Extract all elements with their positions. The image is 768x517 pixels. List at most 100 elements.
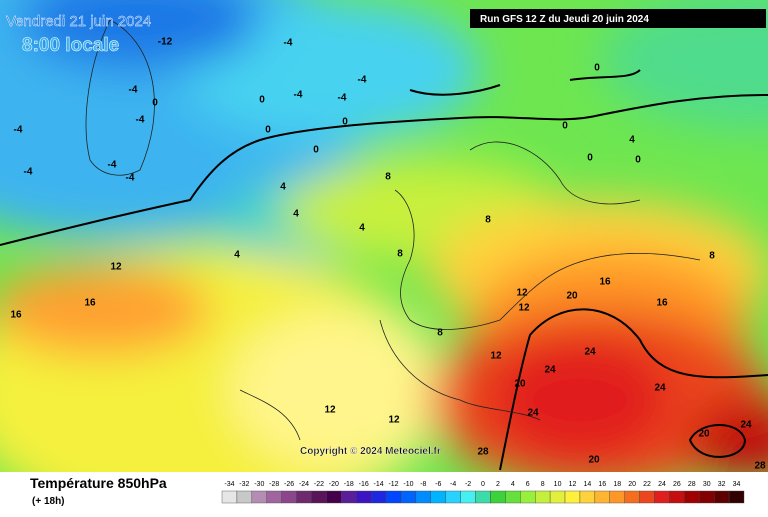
contour-label: 16 xyxy=(10,310,22,321)
scale-label: 6 xyxy=(526,481,530,488)
scale-label: -6 xyxy=(435,481,441,488)
scale-swatch xyxy=(594,490,610,504)
contour-label: 8 xyxy=(385,172,391,183)
contour-label: 0 xyxy=(259,95,265,106)
contour-label: 24 xyxy=(527,408,539,419)
scale-swatch xyxy=(281,490,297,504)
contour-label: 4 xyxy=(280,182,286,193)
scale-label: -28 xyxy=(269,481,279,488)
contour-label: 20 xyxy=(698,429,710,440)
contour-label: -4 xyxy=(284,38,293,49)
scale-swatch xyxy=(236,490,253,504)
scale-swatch xyxy=(684,490,700,504)
contour-label: 12 xyxy=(490,351,502,362)
scale-swatch xyxy=(311,490,327,504)
scale-swatch xyxy=(326,490,342,504)
scale-swatch xyxy=(654,490,670,504)
color-scale: -34 -32 -30 -28 -26 -24 -22 -20 -18 -16 -14 -12 -10-… xyxy=(221,481,745,504)
scale-swatch xyxy=(445,490,461,504)
scale-label: -2 xyxy=(465,481,471,488)
scale-swatch xyxy=(699,490,715,504)
contour-label: 12 xyxy=(324,405,336,416)
contour-label: 16 xyxy=(599,277,611,288)
contour-label: 0 xyxy=(594,63,600,74)
contour-label: 24 xyxy=(654,383,666,394)
contour-label: -4 xyxy=(129,85,138,96)
scale-label: -32 xyxy=(239,481,249,488)
contour-label: -4 xyxy=(338,93,347,104)
scale-label: -20 xyxy=(329,481,339,488)
contour-label: 12 xyxy=(388,415,400,426)
scale-label: 8 xyxy=(541,481,545,488)
contour-label: 28 xyxy=(477,447,489,458)
scale-label: -24 xyxy=(299,481,309,488)
scale-label: 26 xyxy=(673,481,681,488)
scale-swatch xyxy=(624,490,640,504)
scale-label: -22 xyxy=(314,481,324,488)
scale-swatch xyxy=(430,490,446,504)
contour-label: 0 xyxy=(562,121,568,132)
scale-swatch xyxy=(356,490,372,504)
contour-label: 0 xyxy=(152,98,158,109)
scale-label: 24 xyxy=(658,481,666,488)
contour-label: 4 xyxy=(629,135,635,146)
contours xyxy=(0,69,768,471)
contour-label: 16 xyxy=(84,298,96,309)
contour-label: 4 xyxy=(359,223,365,234)
field-title: Température 850hPa xyxy=(30,475,167,491)
scale-swatch xyxy=(564,490,581,504)
scale-label: 28 xyxy=(688,481,696,488)
scale-swatch xyxy=(221,490,238,504)
scale-label: 16 xyxy=(598,481,606,488)
scale-swatch xyxy=(505,490,521,504)
scale-label: -12 xyxy=(388,481,398,488)
time-label: 8:00 locale xyxy=(22,35,119,56)
contour-label: 12 xyxy=(516,288,528,299)
coastlines xyxy=(85,19,701,441)
scale-swatch xyxy=(728,490,745,504)
contour-label: 20 xyxy=(514,379,526,390)
lead-time: (+ 18h) xyxy=(32,496,65,507)
scale-swatch xyxy=(535,490,551,504)
contour-label: -12 xyxy=(158,37,173,48)
contour-label: -4 xyxy=(136,115,145,126)
contour-label: 12 xyxy=(110,262,122,273)
scale-label: -10 xyxy=(403,481,413,488)
scale-label: 22 xyxy=(643,481,651,488)
scale-swatch xyxy=(370,490,387,504)
scale-swatch xyxy=(609,490,625,504)
contour-label: -4 xyxy=(294,90,303,101)
scale-label: -16 xyxy=(359,481,369,488)
contour-label: 28 xyxy=(754,461,766,472)
scale-swatch xyxy=(385,490,402,504)
scale-swatch xyxy=(266,490,282,504)
contour-label: 8 xyxy=(485,215,491,226)
scale-label: -34 xyxy=(224,481,234,488)
copyright: Copyright © 2024 Meteociel.fr xyxy=(300,446,441,457)
contour-label: 8 xyxy=(709,251,715,262)
scale-label: 2 xyxy=(496,481,500,488)
scale-swatch xyxy=(639,490,655,504)
date-label: Vendredi 21 juin 2024 xyxy=(6,13,151,30)
scale-swatch xyxy=(415,490,431,504)
contour-label: -4 xyxy=(14,125,23,136)
contour-label: 24 xyxy=(740,420,752,431)
contour-label: 4 xyxy=(293,209,299,220)
contour-label: 4 xyxy=(234,250,240,261)
scale-label: -18 xyxy=(344,481,354,488)
scale-label: -26 xyxy=(284,481,294,488)
contour-label: -4 xyxy=(358,75,367,86)
contour-label: 12 xyxy=(518,303,530,314)
contour-label: 0 xyxy=(313,145,319,156)
scale-swatch xyxy=(400,490,417,504)
scale-swatch xyxy=(549,490,566,504)
contour-label: -4 xyxy=(108,160,117,171)
contour-label: 8 xyxy=(397,249,403,260)
scale-label: 20 xyxy=(628,481,636,488)
contour-label: 0 xyxy=(342,117,348,128)
scale-label: -8 xyxy=(420,481,426,488)
contour-label: 0 xyxy=(265,125,271,136)
scale-label: 0 xyxy=(481,481,485,488)
